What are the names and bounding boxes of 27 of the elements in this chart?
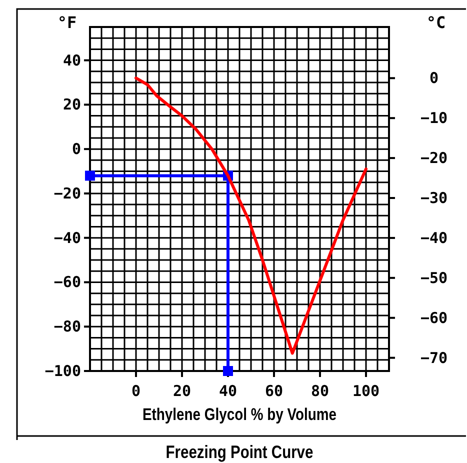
y2-axis-title: °C — [426, 13, 446, 32]
y-tick-label: −100 — [44, 362, 81, 380]
x-tick-label: 40 — [218, 382, 238, 400]
y2-tick-label: −30 — [420, 189, 448, 207]
y2-tick-label: −60 — [420, 308, 448, 327]
x-tick-label: 100 — [352, 382, 380, 400]
y2-tick-label: 0 — [429, 69, 439, 88]
y-tick-label: −40 — [54, 228, 81, 247]
y-tick-label: 40 — [62, 51, 81, 70]
y2-tick-label: −20 — [420, 149, 448, 168]
y-tick-label: −60 — [54, 273, 81, 292]
x-tick-label: 0 — [131, 382, 141, 400]
x-tick-label: 80 — [310, 382, 330, 400]
y-tick-label: 0 — [72, 140, 81, 158]
y-tick-label: 20 — [62, 96, 81, 114]
y-tick-label: −80 — [54, 318, 81, 336]
y2-tick-label: −70 — [420, 348, 448, 367]
x-tick-label: 60 — [264, 382, 284, 400]
y2-tick-label: −10 — [420, 109, 448, 128]
x-tick-label: 20 — [172, 382, 192, 400]
line-series — [134, 76, 368, 355]
y2-tick-label: −40 — [420, 228, 448, 247]
text: Freezing Point Curve — [166, 442, 314, 462]
x-axis-title: Ethylene Glycol % by Volume — [142, 406, 337, 424]
y-axis-title: °F — [57, 13, 77, 32]
y2-tick-label: −50 — [420, 268, 448, 287]
y-tick-label: −20 — [54, 184, 81, 202]
